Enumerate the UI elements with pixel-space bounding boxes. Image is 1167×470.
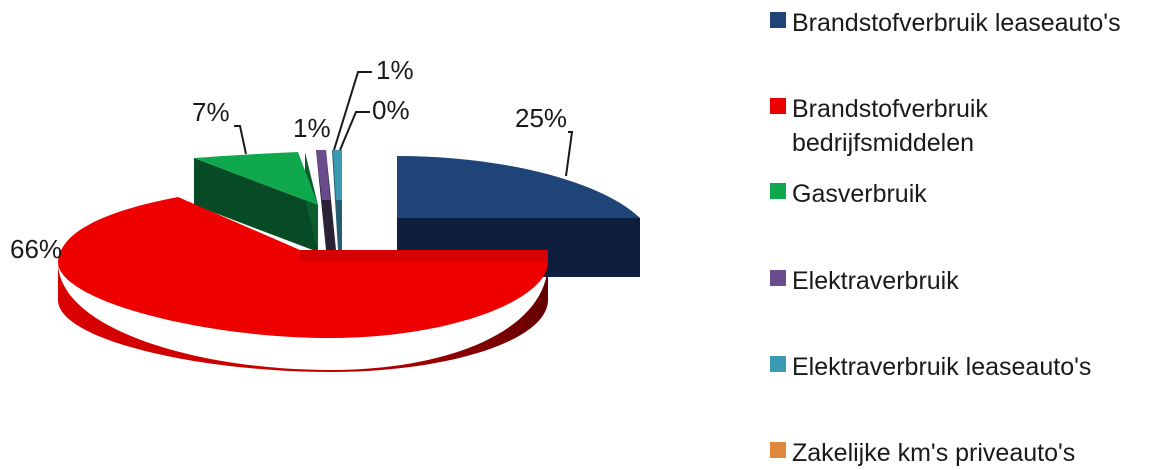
- legend-swatch: [770, 98, 786, 114]
- pie-chart: 25% 66% 7% 1% 1% 0%: [0, 0, 770, 470]
- leader-line-25: [566, 132, 572, 176]
- legend-item-gasverbruik: Gasverbruik: [770, 177, 1162, 211]
- data-label-25: 25%: [515, 103, 567, 133]
- data-label-1-elektra: 1%: [293, 113, 331, 143]
- legend-label: Brandstofverbruik bedrijfsmiddelen: [792, 92, 1042, 160]
- leader-line-7: [234, 126, 246, 154]
- legend-label: Brandstofverbruik leaseauto's: [792, 6, 1162, 40]
- data-label-66: 66%: [10, 234, 62, 264]
- legend-item-brandstofverbruik-leaseautos: Brandstofverbruik leaseauto's: [770, 6, 1162, 40]
- slice-elektraverbruik-top: [316, 150, 330, 200]
- legend-item-elektraverbruik: Elektraverbruik: [770, 264, 1162, 298]
- data-label-1-elektra-leaseautos: 1%: [376, 55, 414, 85]
- legend-item-zakelijke-kms-priveautos: Zakelijke km's priveauto's: [770, 436, 1162, 470]
- legend-swatch: [770, 12, 786, 28]
- legend-label: Elektraverbruik leaseauto's: [792, 350, 1162, 384]
- legend-swatch: [770, 442, 786, 458]
- legend-item-brandstofverbruik-bedrijfsmiddelen: Brandstofverbruik bedrijfsmiddelen: [770, 92, 1042, 160]
- legend-label: Elektraverbruik: [792, 264, 1162, 298]
- legend-label: Zakelijke km's priveauto's: [792, 436, 1162, 470]
- legend-swatch: [770, 356, 786, 372]
- legend-label: Gasverbruik: [792, 177, 1162, 211]
- legend: Brandstofverbruik leaseauto's Brandstofv…: [770, 0, 1167, 470]
- slice-brandstofverbruik-leaseautos: [397, 156, 640, 218]
- legend-item-elektraverbruik-leaseautos: Elektraverbruik leaseauto's: [770, 350, 1162, 384]
- legend-swatch: [770, 270, 786, 286]
- legend-swatch: [770, 183, 786, 199]
- data-label-7: 7%: [192, 97, 230, 127]
- data-label-0: 0%: [372, 95, 410, 125]
